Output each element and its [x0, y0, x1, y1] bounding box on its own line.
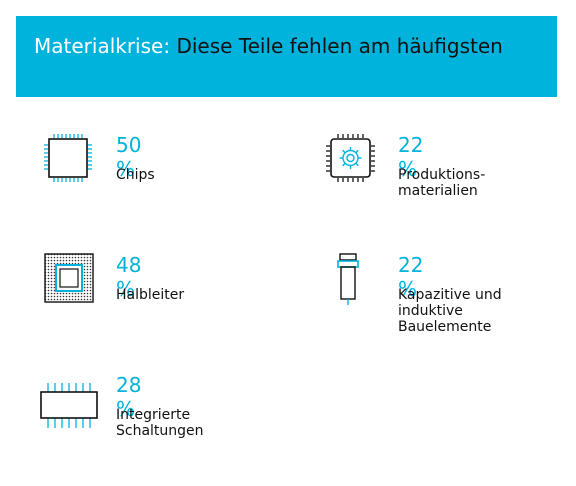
- stat-percent: 22 %: [398, 253, 424, 301]
- stat-percent: 22 %: [398, 133, 424, 181]
- integrated-circuit-icon: [40, 383, 98, 428]
- stat-percent: 28 %: [116, 373, 142, 421]
- component-icon: [337, 253, 359, 305]
- stat-label: Halbleiter: [116, 287, 185, 303]
- stat-label: Produktions- materialien: [398, 167, 486, 199]
- gear-chip-icon: [326, 134, 375, 182]
- chip-icon: [44, 134, 92, 182]
- stat-percent: 50 %: [116, 133, 142, 181]
- semiconductor-icon: [44, 253, 94, 303]
- stat-label: Kapazitive und induktive Bauelemente: [398, 287, 502, 335]
- title-lead: Materialkrise:: [34, 34, 171, 58]
- title-rest: Diese Teile fehlen am häufigsten: [176, 34, 503, 58]
- page-title: Materialkrise: Diese Teile fehlen am häu…: [34, 31, 539, 61]
- stat-percent: 48 %: [116, 253, 142, 301]
- header-banner: Materialkrise: Diese Teile fehlen am häu…: [16, 16, 557, 97]
- stat-label: Chips: [116, 167, 155, 183]
- stat-label: Integrierte Schaltungen: [116, 407, 204, 439]
